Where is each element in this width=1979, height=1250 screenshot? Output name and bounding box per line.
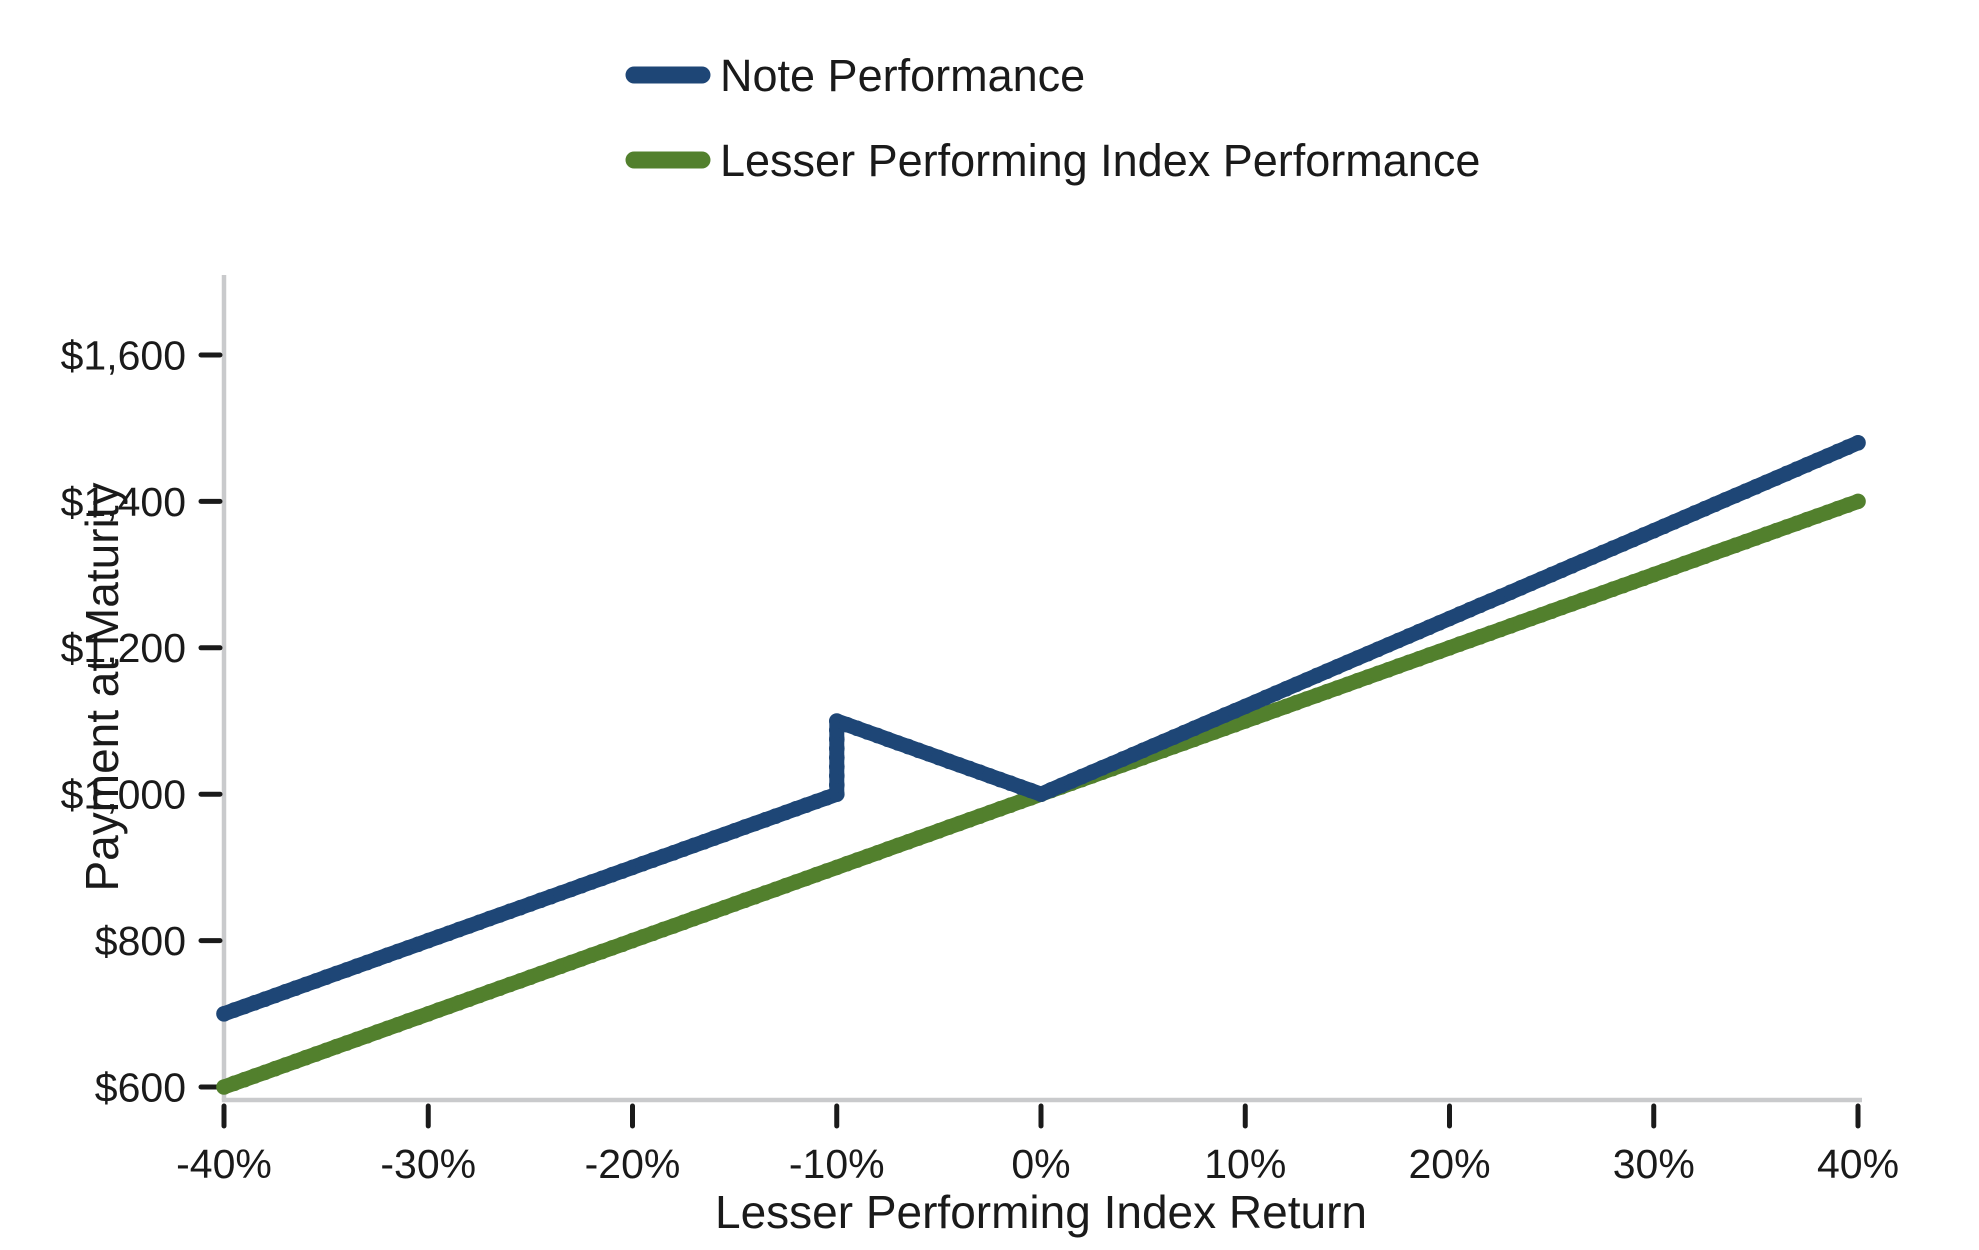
x-tick-label: 30% xyxy=(1613,1141,1695,1187)
x-tick-label: -40% xyxy=(176,1141,272,1187)
y-axis-title: Payment at Maturity xyxy=(76,482,128,891)
y-tick-label: $1,400 xyxy=(61,479,186,525)
x-tick-label: -20% xyxy=(585,1141,681,1187)
x-tick-label: 20% xyxy=(1408,1141,1490,1187)
legend-item-index-performance: Lesser Performing Index Performance xyxy=(625,135,1480,186)
legend-item-note-performance: Note Performance xyxy=(625,50,1085,101)
y-tick-label: $800 xyxy=(95,918,186,964)
y-tick-label: $1,000 xyxy=(61,772,186,818)
legend: Note Performance Lesser Performing Index… xyxy=(625,50,1480,186)
lesser-performing-index-performance-marker xyxy=(1850,493,1866,510)
note-performance-markers xyxy=(216,435,1866,1022)
y-tick-label: $600 xyxy=(95,1064,186,1110)
legend-label-note-performance: Note Performance xyxy=(720,50,1085,101)
legend-label-index-performance: Lesser Performing Index Performance xyxy=(720,135,1480,186)
series-lines xyxy=(216,435,1866,1095)
x-tick-label: -10% xyxy=(789,1141,885,1187)
x-tick-label: 10% xyxy=(1204,1141,1286,1187)
x-tick-label: 0% xyxy=(1011,1141,1070,1187)
tick-marks-and-labels: -40% -30% -20% -10% 0% 10% 20% 30% 40% $600 $800 $1… xyxy=(61,332,1899,1187)
y-tick-label: $1,600 xyxy=(61,332,186,378)
note-performance-marker xyxy=(1850,435,1866,451)
x-axis-title: Lesser Performing Index Return xyxy=(715,1186,1367,1238)
x-tick-label: 40% xyxy=(1817,1141,1899,1187)
x-tick-label: -30% xyxy=(380,1141,476,1187)
y-tick-label: $1,200 xyxy=(61,625,186,671)
